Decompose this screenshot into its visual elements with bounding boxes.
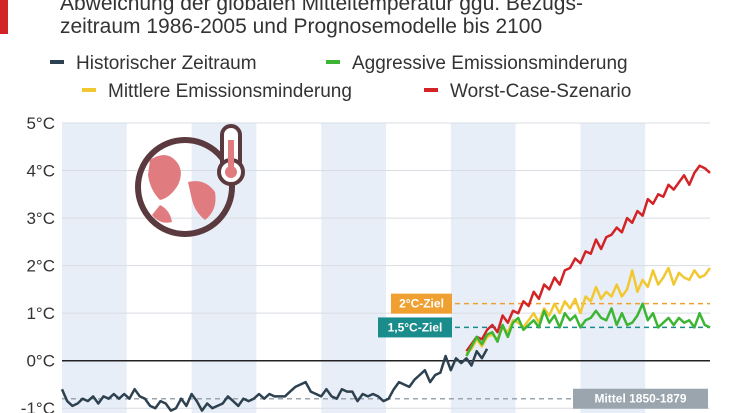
legend-item-worst-case: Worst-Case-Szenario <box>424 81 631 103</box>
series-line-2 <box>465 266 712 355</box>
background-band-3 <box>450 123 516 413</box>
reference-badges: 2°C-Ziel 1,5°C-Ziel Mittel 1850-1879 <box>378 293 708 409</box>
y-tick-label-3: 2°C <box>26 257 55 276</box>
legend-item-aggressive: Aggressive Emissionsminderung <box>326 53 628 75</box>
background-bands <box>62 123 646 413</box>
series-lines <box>60 164 712 412</box>
legend-label-worst-case: Worst-Case-Szenario <box>450 81 632 102</box>
reference-badge-label-1: 1,5°C-Ziel <box>388 320 443 334</box>
legend-swatch-aggressive <box>326 59 340 64</box>
accent-bar <box>0 0 8 34</box>
globe-thermometer-icon <box>135 124 245 237</box>
y-tick-label-4: 1°C <box>26 304 55 323</box>
legend-label-medium: Mittlere Emissionsminderung <box>108 81 352 102</box>
series-line-0 <box>60 348 489 412</box>
background-band-4 <box>580 123 646 413</box>
legend-item-historical: Historischer Zeitraum <box>50 53 257 75</box>
y-tick-label-2: 3°C <box>26 209 55 228</box>
reference-badge-label-0: 2°C-Ziel <box>399 297 444 311</box>
y-tick-label-0: 5°C <box>26 114 55 133</box>
legend-swatch-historical <box>50 59 64 64</box>
reference-badge-label-2: Mittel 1850-1879 <box>594 392 686 406</box>
chart-title-line-1: Abweichung der globalen Mitteltemperatur… <box>60 0 583 15</box>
legend-swatch-medium <box>82 87 96 92</box>
y-tick-label-5: 0°C <box>26 352 55 371</box>
background-band-0 <box>62 123 127 413</box>
series-line-1 <box>465 302 711 357</box>
series-line-3 <box>465 164 711 352</box>
legend-item-medium: Mittlere Emissionsminderung <box>82 81 352 103</box>
chart-title-line-2: zeitraum 1986-2005 und Prognosemodelle b… <box>60 15 543 38</box>
y-axis-ticks: 5°C 4°C 3°C 2°C 1°C 0°C -1°C <box>21 114 55 413</box>
legend-swatch-worst-case <box>424 87 438 92</box>
background-band-2 <box>321 123 386 413</box>
reference-badge-2 <box>573 388 708 409</box>
reference-badge-0 <box>391 293 452 314</box>
legend-label-historical: Historischer Zeitraum <box>76 53 257 74</box>
reference-badge-1 <box>378 317 452 338</box>
y-tick-label-1: 4°C <box>26 162 55 181</box>
y-tick-label-6: -1°C <box>21 399 55 413</box>
legend-label-aggressive: Aggressive Emissionsminderung <box>352 53 628 74</box>
